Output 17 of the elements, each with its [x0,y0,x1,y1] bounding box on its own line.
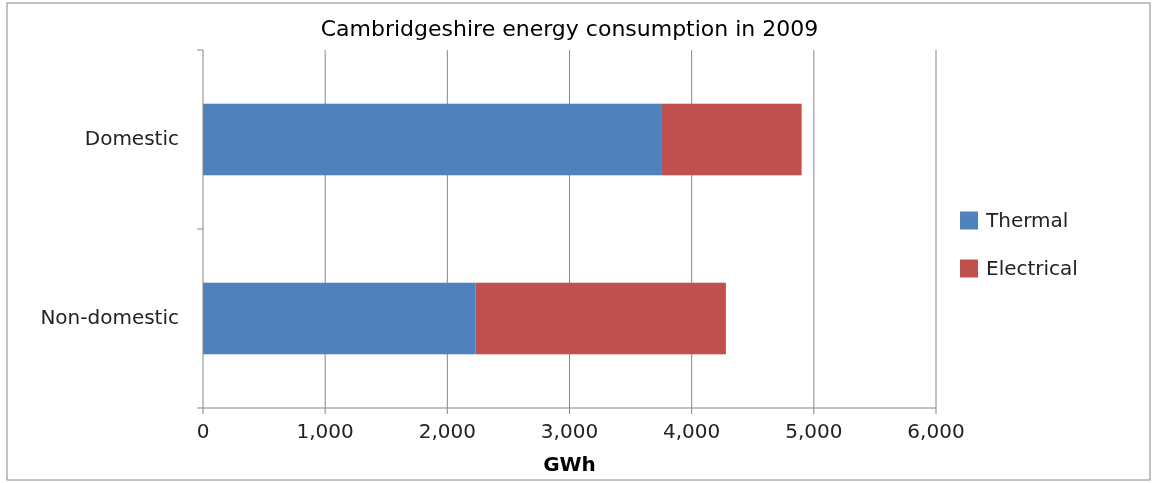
y-tick-label: Domestic [84,126,179,150]
x-tick-label: 4,000 [663,419,721,443]
legend-label: Electrical [986,256,1078,280]
bar [203,103,662,176]
bar [475,282,726,355]
legend-label: Thermal [985,208,1069,232]
x-tick-label: 1,000 [296,419,354,443]
x-tick-label: 0 [196,419,210,443]
chart-title: Cambridgeshire energy consumption in 2009 [320,16,819,41]
x-tick-label: 5,000 [785,419,843,443]
bar [203,282,476,355]
x-axis-title: GWh [543,452,596,476]
x-tick-label: 2,000 [418,419,476,443]
x-tick-label: 3,000 [540,419,599,443]
x-tick-label: 6,000 [907,419,965,443]
bar [661,103,802,176]
y-tick-label: Non-domestic [40,305,179,329]
